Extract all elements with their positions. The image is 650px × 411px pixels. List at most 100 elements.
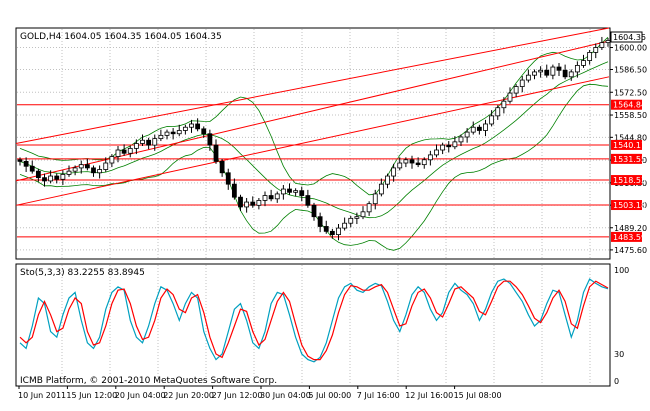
candle-body: [385, 175, 390, 185]
candle-body: [440, 144, 446, 151]
current-price-marker: 1604.35: [610, 31, 646, 43]
trend-channel-line[interactable]: [15, 27, 610, 144]
candle-body: [213, 144, 219, 162]
candle: [244, 197, 250, 213]
stochastic-signal-line: [19, 280, 609, 361]
candle-body: [409, 159, 415, 164]
candle: [72, 165, 78, 176]
current-price-box: [610, 31, 643, 43]
candle: [176, 124, 182, 137]
candle: [574, 61, 580, 78]
candle-body: [84, 164, 90, 169]
candle: [17, 157, 23, 166]
candle-body: [115, 149, 121, 157]
candle: [256, 197, 262, 210]
time-label: 15 Jul 08:00: [454, 391, 502, 400]
candle: [556, 62, 562, 76]
candle-body: [483, 123, 488, 131]
candle-body: [146, 139, 152, 146]
time-label: 30 Jun 04:00: [260, 391, 311, 400]
candle: [97, 165, 103, 179]
price-pane[interactable]: GOLD,H4 1604.05 1604.35 1604.05 1604.35: [15, 27, 611, 260]
stochastic-pane[interactable]: Sto(5,3,3) 83.2255 83.8945 ICMB Platform…: [15, 263, 629, 387]
candle: [23, 157, 29, 172]
candle-body: [446, 144, 452, 148]
candle: [207, 129, 213, 151]
candle-body: [127, 147, 133, 154]
candle-body: [544, 69, 550, 76]
candle: [54, 173, 60, 184]
candle: [538, 66, 544, 78]
candle: [158, 129, 164, 142]
candle-body: [476, 126, 482, 131]
stochastic-title: Sto(5,3,3) 83.2255 83.8945: [20, 268, 145, 278]
price-tick-label: 1544.80: [614, 133, 647, 142]
time-label: 12 Jul 16:00: [405, 391, 453, 400]
candle: [440, 142, 446, 155]
candle-body: [513, 86, 519, 94]
candle: [164, 129, 170, 140]
candle: [60, 170, 66, 185]
candle-body: [189, 123, 194, 128]
candle-body: [29, 165, 35, 172]
candle: [201, 126, 207, 138]
candle-body: [35, 170, 41, 179]
candle-body: [140, 139, 145, 144]
candle-body: [336, 227, 341, 235]
chart-title: GOLD,H4 1604.05 1604.35 1604.05 1604.35: [20, 32, 222, 42]
candle-body: [556, 66, 562, 71]
candle: [317, 212, 323, 233]
candle: [127, 145, 133, 158]
candle: [599, 36, 605, 50]
candle: [562, 64, 568, 80]
candle: [238, 194, 243, 212]
trend-channel-line[interactable]: [15, 40, 610, 182]
candle: [360, 206, 366, 220]
candle-body: [231, 183, 237, 198]
candle-body: [311, 204, 317, 218]
candle: [476, 124, 482, 135]
candle: [287, 183, 292, 195]
candle-body: [501, 100, 507, 109]
price-axis[interactable]: 1600.001586.501572.501558.501544.801530.…: [610, 31, 647, 255]
candle: [189, 119, 194, 133]
copyright-text: ICMB Platform, © 2001-2010 MetaQuotes So…: [20, 376, 277, 386]
candle: [385, 173, 390, 189]
candle-body: [201, 128, 207, 135]
candle-body: [280, 188, 286, 195]
price-tick-label: 1475.60: [614, 246, 647, 255]
candle-body: [403, 159, 409, 164]
candle: [195, 118, 201, 132]
stochastic-scale-mid: 30: [614, 350, 624, 359]
candle-body: [538, 69, 544, 73]
candle: [115, 145, 121, 163]
candle-body: [250, 201, 256, 206]
candle-body: [42, 177, 47, 182]
candle-body: [550, 66, 556, 76]
candle: [274, 191, 280, 203]
candle-body: [354, 216, 360, 219]
candle: [581, 54, 586, 68]
candle-body: [489, 115, 495, 125]
candle-body: [170, 131, 176, 135]
candle: [544, 64, 550, 78]
candle-body: [207, 133, 213, 146]
candle: [48, 170, 54, 184]
candle-body: [182, 126, 188, 131]
candle: [501, 97, 507, 114]
candle: [293, 188, 299, 197]
candle: [403, 157, 409, 168]
candle-body: [329, 230, 335, 235]
candle: [446, 141, 452, 153]
candle: [268, 189, 274, 202]
candle: [378, 178, 384, 197]
candle: [146, 137, 152, 150]
candle: [42, 173, 47, 187]
horizontal-levels[interactable]: [17, 104, 609, 238]
candle: [483, 119, 488, 137]
candle-body: [176, 130, 182, 135]
candle-body: [434, 149, 439, 156]
candle-body: [97, 169, 103, 174]
